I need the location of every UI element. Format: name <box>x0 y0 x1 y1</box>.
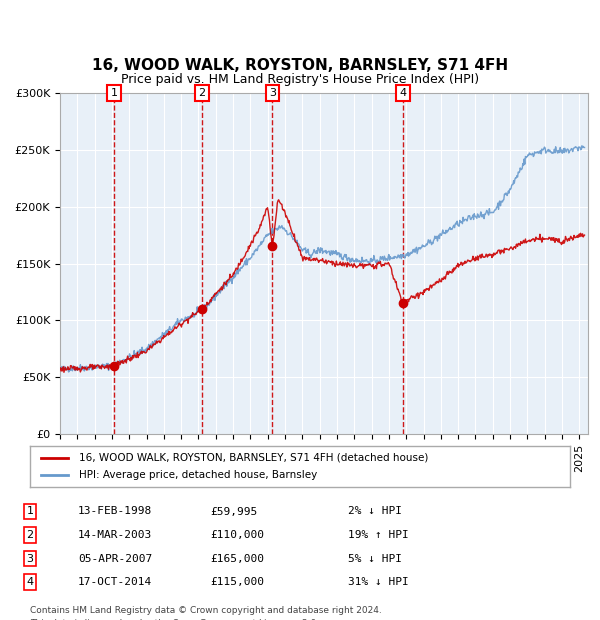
Text: Price paid vs. HM Land Registry's House Price Index (HPI): Price paid vs. HM Land Registry's House … <box>121 73 479 86</box>
Text: 3: 3 <box>269 88 276 98</box>
Text: 31% ↓ HPI: 31% ↓ HPI <box>348 577 409 587</box>
Text: 14-MAR-2003: 14-MAR-2003 <box>78 530 152 540</box>
Text: 05-APR-2007: 05-APR-2007 <box>78 554 152 564</box>
Text: 2% ↓ HPI: 2% ↓ HPI <box>348 507 402 516</box>
Text: 2: 2 <box>26 530 34 540</box>
Text: 1: 1 <box>110 88 118 98</box>
Bar <box>114 93 202 434</box>
Text: 2: 2 <box>199 88 206 98</box>
Text: £115,000: £115,000 <box>210 577 264 587</box>
Text: 3: 3 <box>26 554 34 564</box>
Text: £165,000: £165,000 <box>210 554 264 564</box>
Text: 19% ↑ HPI: 19% ↑ HPI <box>348 530 409 540</box>
Text: £110,000: £110,000 <box>210 530 264 540</box>
Text: 4: 4 <box>26 577 34 587</box>
Text: This data is licensed under the Open Government Licence v3.0.: This data is licensed under the Open Gov… <box>30 619 319 620</box>
Text: 17-OCT-2014: 17-OCT-2014 <box>78 577 152 587</box>
Bar <box>272 93 403 434</box>
Text: Contains HM Land Registry data © Crown copyright and database right 2024.: Contains HM Land Registry data © Crown c… <box>30 606 382 615</box>
Text: HPI: Average price, detached house, Barnsley: HPI: Average price, detached house, Barn… <box>79 471 317 480</box>
Text: 4: 4 <box>399 88 406 98</box>
Text: 1: 1 <box>26 507 34 516</box>
Text: 16, WOOD WALK, ROYSTON, BARNSLEY, S71 4FH: 16, WOOD WALK, ROYSTON, BARNSLEY, S71 4F… <box>92 58 508 73</box>
Text: 13-FEB-1998: 13-FEB-1998 <box>78 507 152 516</box>
Text: £59,995: £59,995 <box>210 507 257 516</box>
Text: 5% ↓ HPI: 5% ↓ HPI <box>348 554 402 564</box>
Text: 16, WOOD WALK, ROYSTON, BARNSLEY, S71 4FH (detached house): 16, WOOD WALK, ROYSTON, BARNSLEY, S71 4F… <box>79 453 428 463</box>
